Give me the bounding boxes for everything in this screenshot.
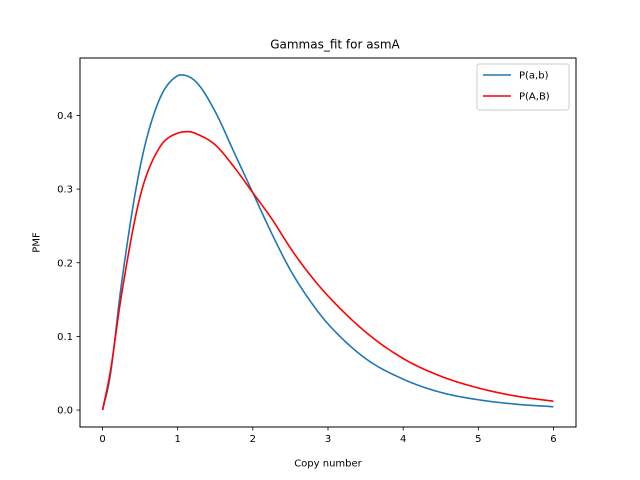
x-tick-label: 6 <box>550 434 556 445</box>
x-axis-label: Copy number <box>294 459 362 470</box>
x-tick-label: 0 <box>99 434 105 445</box>
chart-title: Gammas_fit for asmA <box>270 38 400 52</box>
y-tick-label: 0.1 <box>57 332 73 343</box>
series-line-p-A-B <box>101 130 554 411</box>
series-line-p-a-b <box>101 74 554 411</box>
x-tick-label: 5 <box>475 434 481 445</box>
y-tick-label: 0.0 <box>57 406 73 417</box>
y-tick-label: 0.2 <box>57 258 73 269</box>
axes-frame <box>79 57 577 428</box>
ticks-layer: 0 1 2 3 4 5 6 0.0 0.1 0.2 0.3 0.4 <box>57 111 557 445</box>
legend-label: P(a,b) <box>519 71 549 82</box>
x-tick-label: 1 <box>175 434 181 445</box>
series-layer <box>101 74 554 411</box>
x-tick-label: 3 <box>325 434 331 445</box>
x-tick-label: 2 <box>250 434 256 445</box>
y-axis-label: PMF <box>32 232 43 253</box>
legend: P(a,b) P(A,B) <box>476 63 570 111</box>
x-tick-label: 4 <box>400 434 406 445</box>
y-tick-label: 0.3 <box>57 185 73 196</box>
legend-label: P(A,B) <box>519 92 550 103</box>
y-tick-label: 0.4 <box>57 111 73 122</box>
